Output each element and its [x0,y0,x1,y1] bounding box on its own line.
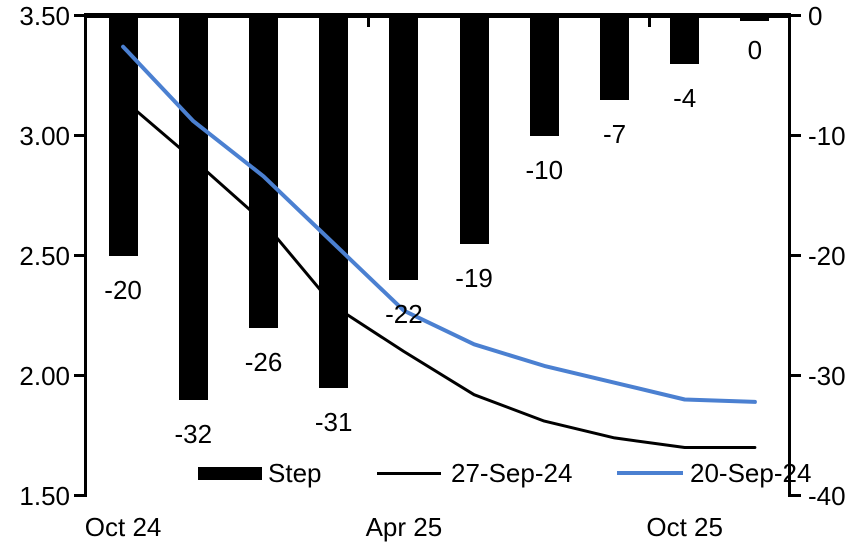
step-bar-value-label: -31 [314,406,353,437]
left-axis-tick-label: 2.00 [19,360,70,391]
step-bar [319,13,349,388]
step-bar [740,13,770,21]
right-axis-tick [789,134,801,137]
line-27-sep-24 [121,98,757,449]
right-axis-tick [789,14,801,17]
step-bar-value-label: 0 [747,34,763,65]
top-category-axis-line [84,13,791,18]
legend-step-swatch [198,467,262,480]
step-bar [108,13,138,256]
left-axis-tick [74,494,86,497]
right-axis-tick-label: -40 [808,480,846,511]
left-axis-tick [74,374,86,377]
right-axis-tick [789,494,801,497]
legend-step-label: Step [268,458,322,488]
step-bar [459,13,489,244]
legend-20-sep-24-label: 20-Sep-24 [690,458,812,488]
step-bar-value-label: -19 [455,262,493,293]
left-axis-tick-label: 2.50 [19,240,70,271]
legend-20-sep-24-swatch [617,471,683,475]
step-bar [249,13,278,328]
right-axis-tick [789,374,801,377]
step-bar-value-label: -10 [525,154,564,185]
step-bar-value-label: -7 [602,118,627,149]
x-axis-label: Oct 25 [646,512,723,542]
left-axis-tick-label: 3.00 [19,120,70,151]
step-bar [600,13,629,100]
step-bar-value-label: -32 [174,418,213,449]
left-axis-tick [74,254,86,257]
right-axis-tick-label: 0 [808,0,823,31]
left-axis-tick-label: 1.50 [19,480,70,511]
step-bar-value-label: -26 [244,346,283,377]
step-bar [389,13,419,280]
step-bar-value-label: -4 [673,82,697,113]
step-bar [670,13,700,64]
x-axis-label: Apr 25 [365,512,443,542]
left-axis-tick [74,134,86,137]
left-axis-tick-label: 3.50 [19,0,70,31]
legend-27-sep-24-swatch [377,472,441,475]
legend-27-sep-24-label: 27-Sep-24 [451,458,573,488]
x-axis-label: Oct 24 [84,512,162,542]
line-20-sep-24 [121,44,757,404]
right-axis-tick-label: -30 [808,360,846,391]
step-bar [529,13,559,136]
right-axis-tick-label: -20 [808,240,846,271]
category-tick [367,16,371,27]
step-bar [178,13,208,400]
category-tick [648,16,652,27]
right-axis-tick-label: -10 [808,120,846,151]
step-bar-value-label: -22 [385,298,423,329]
step-bar-value-label: -20 [104,274,142,305]
right-axis-tick [789,254,801,257]
left-axis-tick [74,14,86,17]
